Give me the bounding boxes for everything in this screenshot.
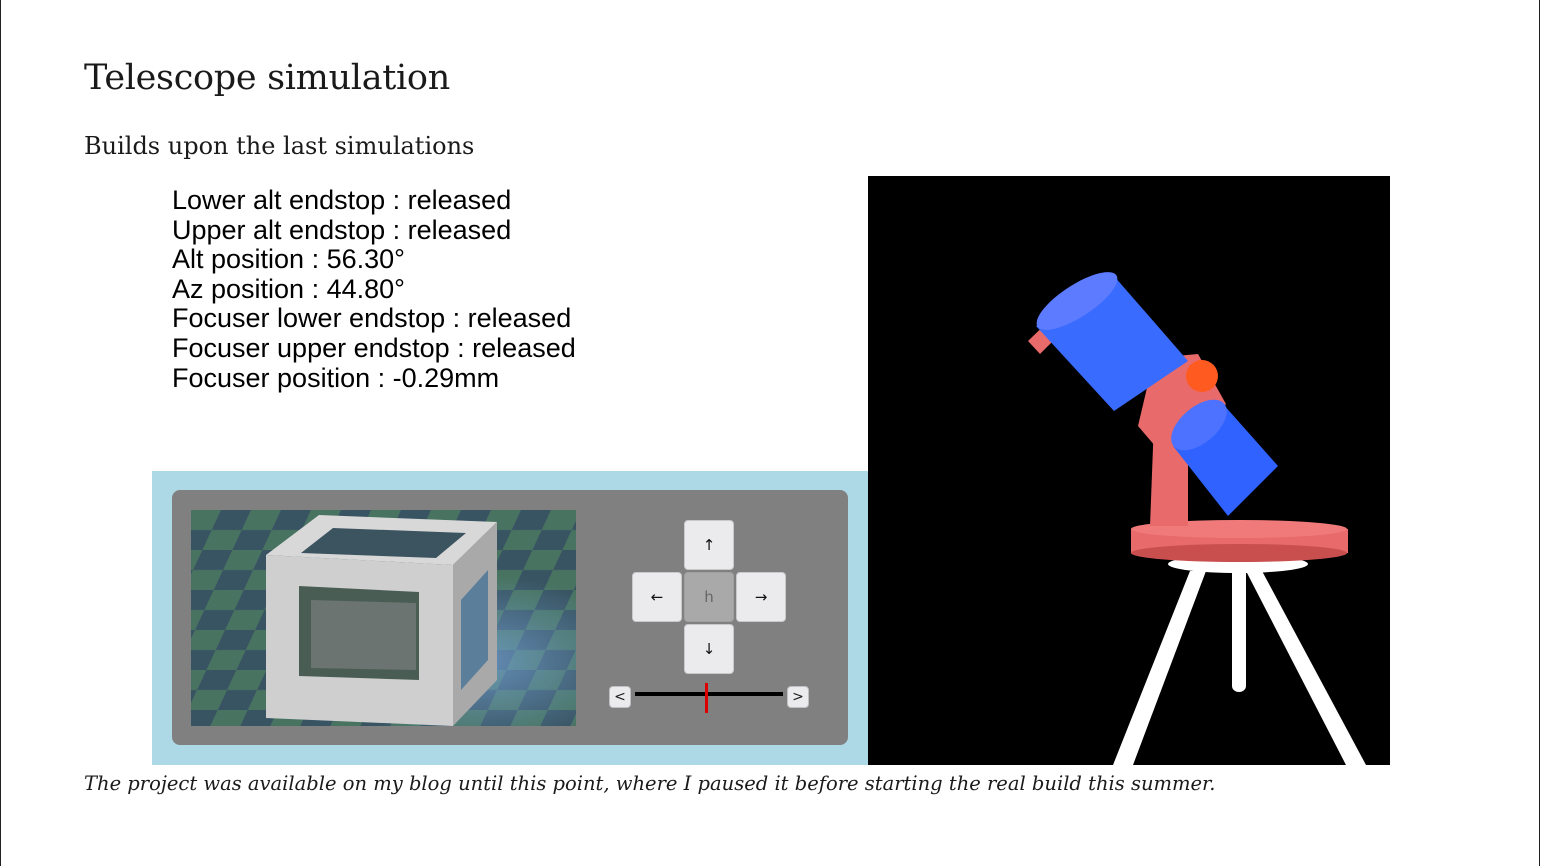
cube-render-icon bbox=[191, 510, 576, 726]
status-focuser-upper-endstop: Focuser upper endstop : released bbox=[172, 332, 576, 363]
simulation-control-box: ↑ ← h → ↓ < > bbox=[172, 490, 848, 745]
slider-increase-button[interactable]: > bbox=[787, 686, 809, 708]
telescope-scene[interactable] bbox=[868, 176, 1390, 765]
status-upper-alt-endstop: Upper alt endstop : released bbox=[172, 214, 512, 245]
page-title: Telescope simulation bbox=[84, 58, 450, 98]
status-az-position: Az position : 44.80° bbox=[172, 273, 405, 304]
telescope-render-icon bbox=[1028, 272, 1366, 765]
focus-slider-thumb[interactable] bbox=[704, 683, 708, 713]
status-lower-alt-endstop: Lower alt endstop : released bbox=[172, 185, 512, 215]
home-button[interactable]: h bbox=[684, 572, 734, 622]
page-subtitle: Builds upon the last simulations bbox=[84, 132, 475, 160]
page-caption: The project was available on my blog unt… bbox=[84, 772, 1216, 795]
move-left-button[interactable]: ← bbox=[632, 572, 682, 622]
status-focuser-lower-endstop: Focuser lower endstop : released bbox=[172, 303, 572, 334]
status-readout: Lower alt endstop : released Upper alt e… bbox=[172, 185, 576, 393]
status-alt-position: Alt position : 56.30° bbox=[172, 244, 405, 275]
move-down-button[interactable]: ↓ bbox=[684, 624, 734, 674]
focus-slider-track[interactable] bbox=[635, 692, 783, 696]
simulation-panel: ↑ ← h → ↓ < > bbox=[152, 471, 868, 765]
camera-view bbox=[191, 510, 576, 726]
move-up-button[interactable]: ↑ bbox=[684, 520, 734, 570]
slider-decrease-button[interactable]: < bbox=[609, 686, 631, 708]
status-focuser-position: Focuser position : -0.29mm bbox=[172, 362, 500, 393]
move-right-button[interactable]: → bbox=[736, 572, 786, 622]
